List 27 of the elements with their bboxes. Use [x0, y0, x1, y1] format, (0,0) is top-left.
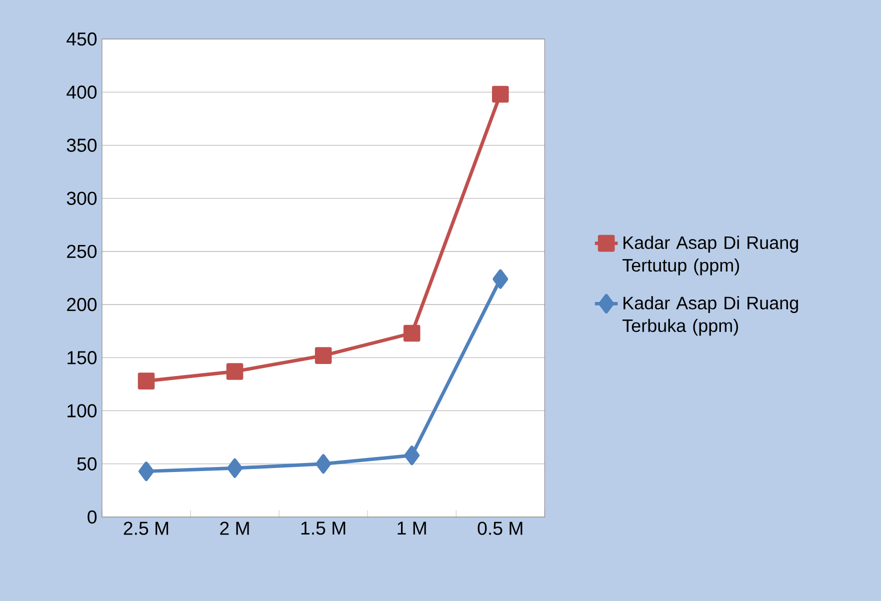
- y-tick-label: 350: [66, 138, 97, 152]
- y-tick-label: 400: [66, 85, 97, 99]
- y-tick-label: 250: [67, 244, 97, 258]
- y-tick-label: 100: [68, 404, 97, 418]
- x-tick-label: 1.5 M: [301, 522, 346, 535]
- point: [314, 347, 332, 364]
- point: [316, 454, 332, 474]
- y-tick-label: 200: [67, 298, 97, 312]
- x-tick-label: 1 M: [398, 522, 426, 535]
- legend-label: Kadar Asap Di Ruang Tertutup (ppm): [622, 236, 798, 276]
- point: [138, 372, 155, 390]
- y-tick-label: 300: [66, 192, 97, 205]
- point: [226, 363, 244, 380]
- point: [403, 324, 420, 342]
- y-tick-label: 0: [88, 510, 97, 524]
- y-tick-label: 150: [68, 351, 97, 364]
- point: [404, 446, 420, 466]
- x-tick-label: 0.5 M: [478, 522, 522, 535]
- point: [227, 458, 243, 478]
- y-tick-label: 450: [66, 32, 97, 46]
- point: [492, 269, 508, 289]
- x-tick-label: 2.5 M: [124, 522, 168, 535]
- point: [492, 86, 509, 103]
- point: [138, 462, 154, 482]
- legend-label: Kadar Asap Di Ruang Terbuka (ppm): [622, 296, 798, 336]
- y-tick-label: 50: [77, 457, 97, 471]
- x-tick-label: 2 M: [220, 522, 249, 535]
